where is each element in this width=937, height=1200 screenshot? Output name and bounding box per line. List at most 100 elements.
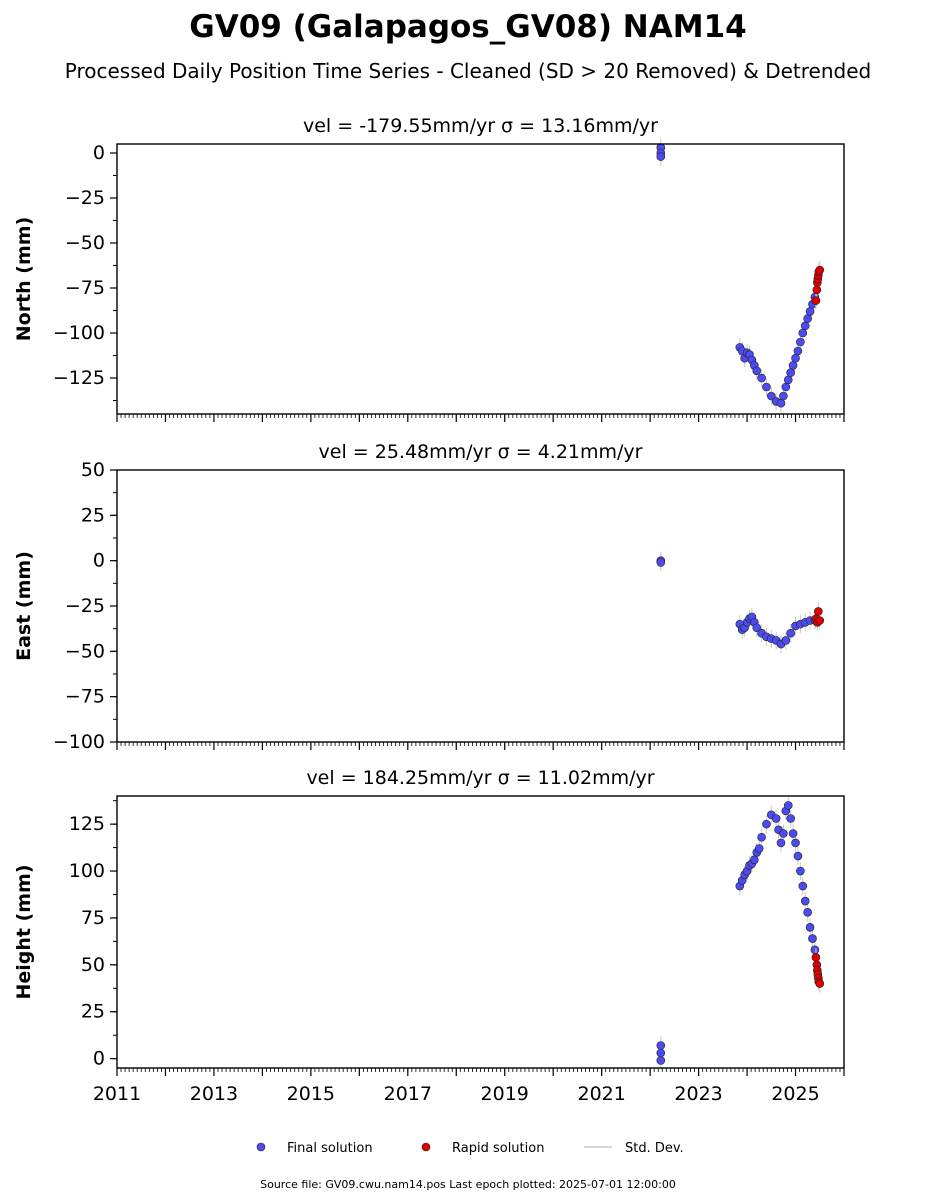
series-height-rapid (811, 948, 825, 993)
data-point (788, 829, 798, 838)
ytick-label-height: 50 (81, 954, 105, 976)
ytick-label-height: 0 (93, 1048, 105, 1070)
ylabel-east: East (mm) (13, 551, 35, 661)
xtick-label-height: 2021 (577, 1083, 625, 1105)
data-point (757, 832, 766, 842)
xtick-label-height: 2017 (384, 1083, 432, 1105)
ytick-label-east: −75 (65, 686, 105, 708)
legend-final-label: Final solution (287, 1141, 373, 1156)
xtick-label-height: 2019 (481, 1083, 529, 1105)
ytick-label-north: −75 (65, 277, 105, 299)
data-point (779, 391, 788, 401)
data-point (793, 346, 803, 356)
panel-north: vel = -179.55mm/yr σ = 13.16mm/yr North (… (13, 115, 845, 422)
data-point (803, 314, 812, 323)
plot-frame-north (116, 143, 845, 415)
data-point (762, 819, 771, 829)
ytick-label-east: −50 (65, 640, 105, 662)
data-point (776, 838, 786, 848)
data-point (805, 307, 815, 316)
data-point (796, 337, 805, 347)
data-point (791, 838, 800, 848)
legend-final-marker (256, 1142, 266, 1152)
data-point (656, 558, 666, 567)
data-point (786, 628, 795, 638)
xtick-label-height: 2013 (190, 1083, 238, 1105)
legend: Final solution Rapid solution Std. Dev. (256, 1141, 684, 1156)
series-north-rapid (811, 261, 825, 310)
series-east-rapid (811, 602, 825, 632)
legend-rapid-label: Rapid solution (452, 1141, 544, 1156)
ytick-label-north: −25 (65, 187, 105, 209)
legend-std-label: Std. Dev. (625, 1141, 684, 1156)
ytick-label-east: 50 (81, 459, 105, 481)
ylabel-height: Height (mm) (13, 864, 35, 999)
panel-title-north: vel = -179.55mm/yr σ = 13.16mm/yr (303, 115, 658, 137)
data-point (786, 368, 795, 377)
data-point (757, 373, 766, 383)
data-point (811, 953, 821, 962)
data-point (656, 1041, 666, 1050)
data-point (656, 1048, 666, 1058)
data-point (762, 382, 771, 392)
data-point (791, 353, 800, 363)
data-point (814, 607, 823, 616)
ytick-label-east: 25 (81, 504, 105, 526)
plot-frame-east (116, 469, 845, 743)
ytick-label-north: −100 (53, 322, 105, 344)
ytick-label-height: 100 (69, 860, 105, 882)
data-point (656, 1056, 666, 1065)
series-north-final (656, 138, 820, 413)
data-point (754, 844, 764, 853)
legend-rapid-marker (421, 1142, 431, 1152)
ytick-label-height: 125 (69, 813, 105, 835)
data-point (771, 814, 781, 823)
data-point (803, 908, 812, 917)
data-point (779, 829, 788, 838)
panel-title-east: vel = 25.48mm/yr σ = 4.21mm/yr (319, 441, 643, 463)
plot-frame-height (116, 795, 845, 1069)
ytick-label-east: −100 (53, 731, 105, 753)
data-point (793, 851, 803, 861)
data-point (783, 375, 793, 385)
data-point (781, 636, 791, 645)
data-point (800, 321, 810, 331)
ytick-label-east: 0 (93, 550, 105, 572)
ytick-label-north: −125 (53, 367, 105, 389)
data-point (796, 866, 805, 876)
data-point (798, 881, 808, 891)
ytick-label-east: −25 (65, 595, 105, 617)
data-point (783, 801, 793, 810)
data-point (788, 361, 798, 370)
data-point (776, 398, 786, 408)
data-point (766, 391, 776, 401)
data-point (815, 616, 825, 625)
data-point (752, 623, 762, 633)
series-east-final (656, 551, 820, 654)
ytick-label-north: −50 (65, 232, 105, 254)
ytick-label-height: 75 (81, 907, 105, 929)
ytick-label-north: 0 (93, 142, 105, 164)
panel-east: vel = 25.48mm/yr σ = 4.21mm/yr East (mm) 5… (13, 441, 845, 753)
data-point (808, 934, 817, 943)
data-point (811, 296, 821, 305)
chart-subtitle: Processed Daily Position Time Series - C… (65, 59, 871, 83)
data-point (752, 366, 762, 376)
ytick-label-height: 25 (81, 1001, 105, 1023)
data-point (798, 328, 808, 338)
series-height-final (656, 796, 820, 1070)
data-point (812, 285, 822, 295)
xtick-label-height: 2015 (287, 1083, 335, 1105)
xtick-label-height: 2011 (93, 1083, 141, 1105)
data-point (815, 265, 825, 275)
data-point (786, 814, 795, 823)
data-point (750, 855, 759, 865)
data-point (800, 896, 810, 906)
data-point (815, 979, 825, 988)
footer-text: Source file: GV09.cwu.nam14.pos Last epo… (260, 1178, 676, 1191)
data-point (810, 945, 820, 955)
xtick-label-height: 2023 (674, 1083, 722, 1105)
data-point (805, 923, 815, 932)
